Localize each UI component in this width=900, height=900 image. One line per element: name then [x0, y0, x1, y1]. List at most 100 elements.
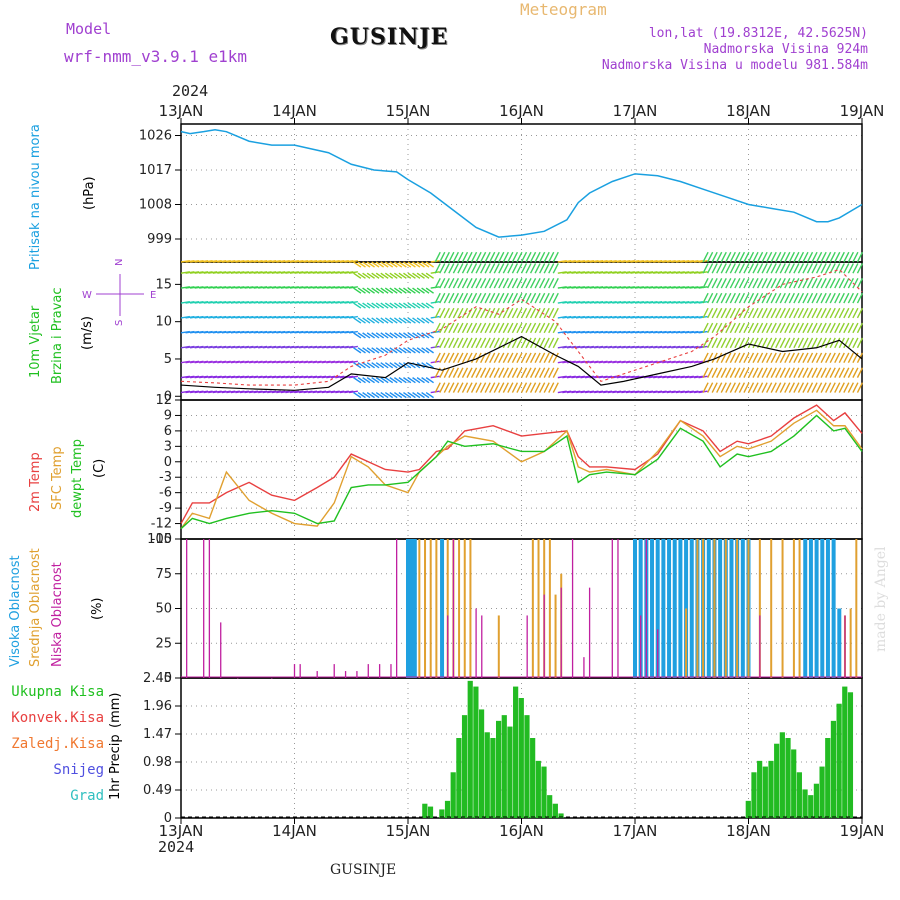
- cloud-bar-low: [526, 615, 528, 678]
- wind-arrow: [498, 352, 505, 364]
- wind-arrow: [389, 317, 398, 324]
- wind-arrow: [375, 362, 385, 369]
- wind-arrow: [439, 263, 446, 274]
- wind-arrow: [353, 347, 362, 354]
- wind-arrow: [439, 307, 446, 319]
- wind-arrow: [543, 337, 550, 349]
- wind-arrow: [543, 307, 550, 319]
- wind-arrow: [802, 277, 809, 289]
- altitude-label: Nadmorska Visina 924m: [703, 42, 868, 57]
- wind-arrow: [421, 287, 430, 294]
- wind-arrow: [516, 352, 523, 364]
- wind-arrow: [502, 382, 509, 393]
- y-tick-label: 0.49: [143, 783, 172, 798]
- wind-arrow: [498, 263, 505, 274]
- wind-arrow: [825, 382, 832, 393]
- cloud-bar-mid: [713, 539, 716, 678]
- wind-arrow: [529, 277, 537, 289]
- wind-arrow: [507, 307, 514, 319]
- wind-arrow: [484, 292, 491, 304]
- wind-arrow: [725, 337, 732, 349]
- x-tick-label-top: 18JAN: [726, 102, 771, 120]
- wind-arrow: [761, 382, 768, 393]
- y-tick-label: 9: [164, 408, 172, 423]
- wind-arrow: [788, 251, 795, 263]
- wind-arrow: [793, 263, 800, 274]
- wind-arrow: [439, 337, 446, 349]
- wind-arrow: [725, 277, 732, 289]
- wind-arrow: [412, 332, 421, 339]
- wind-arrow: [466, 251, 473, 263]
- wind-arrow: [520, 352, 528, 364]
- wind-arrow: [416, 287, 425, 294]
- wind-arrow: [443, 337, 450, 349]
- wind-arrow: [412, 287, 421, 294]
- wind-arrow: [448, 352, 455, 364]
- wind-arrow: [362, 317, 371, 324]
- wind-arrow: [507, 292, 514, 304]
- wind-arrow: [734, 367, 741, 378]
- wind-arrow: [348, 360, 358, 364]
- y-tick-label: 1026: [139, 129, 172, 144]
- wind-arrow: [516, 263, 523, 274]
- wind-arrow: [529, 367, 537, 378]
- wind-arrow: [498, 292, 505, 304]
- y-tick-label: 1.47: [143, 727, 172, 742]
- wind-arrow: [484, 307, 491, 319]
- wind-arrow: [480, 337, 487, 349]
- wind-arrow: [770, 292, 777, 304]
- precip-bar: [842, 686, 848, 818]
- x-tick-label-top: 19JAN: [840, 102, 885, 120]
- wind-arrow: [475, 367, 482, 378]
- cloud-bar-high: [825, 539, 830, 678]
- wind-arrow: [802, 322, 809, 334]
- precip-bar: [791, 749, 797, 818]
- wind-arrow: [480, 382, 487, 393]
- wind-arrow: [552, 382, 559, 393]
- wind-arrow: [707, 382, 714, 393]
- wind-arrow: [720, 337, 727, 349]
- wind-arrow: [725, 292, 732, 304]
- y-tick-label: 6: [164, 424, 172, 439]
- wind-arrow: [820, 367, 827, 378]
- wind-arrow: [711, 251, 718, 263]
- wind-arrow: [852, 251, 859, 263]
- wind-arrow: [756, 352, 764, 364]
- wind-arrow: [702, 352, 709, 364]
- wind-arrow: [825, 292, 832, 304]
- wind-arrow: [539, 277, 546, 289]
- wind-arrow: [412, 317, 421, 324]
- wind-arrow: [434, 322, 441, 334]
- wind-arrow: [384, 332, 394, 339]
- wind-arrow: [529, 251, 537, 263]
- wind-arrow: [371, 377, 380, 384]
- wind-arrow: [761, 337, 768, 349]
- wind-arrow: [852, 382, 859, 393]
- wind-ylabel-1: 10m Vjetar: [28, 305, 43, 378]
- wind-arrow: [852, 263, 859, 274]
- wind-arrow: [366, 302, 375, 309]
- wind-arrow: [539, 382, 546, 393]
- wind-arrow: [484, 382, 491, 393]
- wind-arrow: [747, 251, 755, 263]
- wind-arrow: [856, 292, 864, 304]
- wind-arrow: [843, 352, 850, 364]
- wind-arrow: [702, 382, 709, 393]
- wind-arrow: [838, 251, 845, 263]
- wind-arrow: [511, 263, 519, 274]
- precip-bar: [439, 809, 445, 818]
- wind-arrow: [393, 302, 403, 309]
- wind-arrow: [847, 251, 854, 263]
- cloud-bar-mid: [435, 539, 438, 678]
- pressure-line: [180, 128, 863, 238]
- wind-arrow: [439, 277, 446, 289]
- wind-arrow: [702, 307, 709, 319]
- precip-ylabel: 1hr Precip: [108, 734, 123, 800]
- wind-arrow: [707, 367, 714, 378]
- wind-arrow: [761, 251, 768, 263]
- wind-arrow: [743, 352, 750, 364]
- pressure-unit: (hPa): [82, 176, 97, 210]
- wind-arrow: [398, 287, 407, 294]
- wind-arrow: [543, 352, 550, 364]
- wind-arrow: [371, 391, 380, 399]
